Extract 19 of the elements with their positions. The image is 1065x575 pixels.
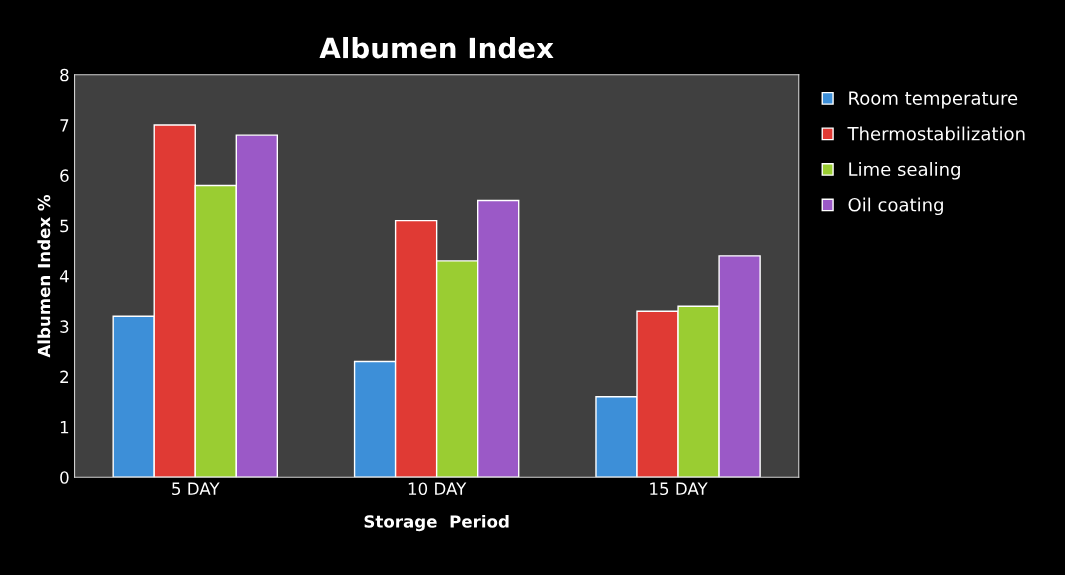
x-tick-label: 10 DAY bbox=[408, 482, 467, 496]
x-axis-title: Storage Period bbox=[364, 514, 509, 532]
y-tick-label: 3 bbox=[60, 320, 69, 333]
x-tick-label: 5 DAY bbox=[172, 482, 220, 496]
y-tick-label: 2 bbox=[60, 370, 69, 383]
y-tick-label: 0 bbox=[60, 471, 69, 484]
y-tick-label: 1 bbox=[60, 421, 69, 434]
legend-label: Lime sealing bbox=[849, 162, 960, 180]
y-tick-label: 7 bbox=[60, 119, 69, 132]
y-tick-label: 8 bbox=[60, 68, 69, 82]
legend-label: Room temperature bbox=[849, 91, 1018, 109]
x-tick-label: 15 DAY bbox=[650, 482, 708, 496]
y-tick-label: 5 bbox=[60, 219, 69, 233]
y-axis-title: Albumen Index % bbox=[37, 194, 51, 358]
y-tick-label: 4 bbox=[59, 270, 69, 283]
y-tick-label: 6 bbox=[60, 169, 69, 182]
legend-label: Thermostabilization bbox=[847, 126, 1025, 141]
chart-title: Albumen Index bbox=[319, 36, 554, 59]
legend-label: Oil coating bbox=[848, 197, 943, 216]
